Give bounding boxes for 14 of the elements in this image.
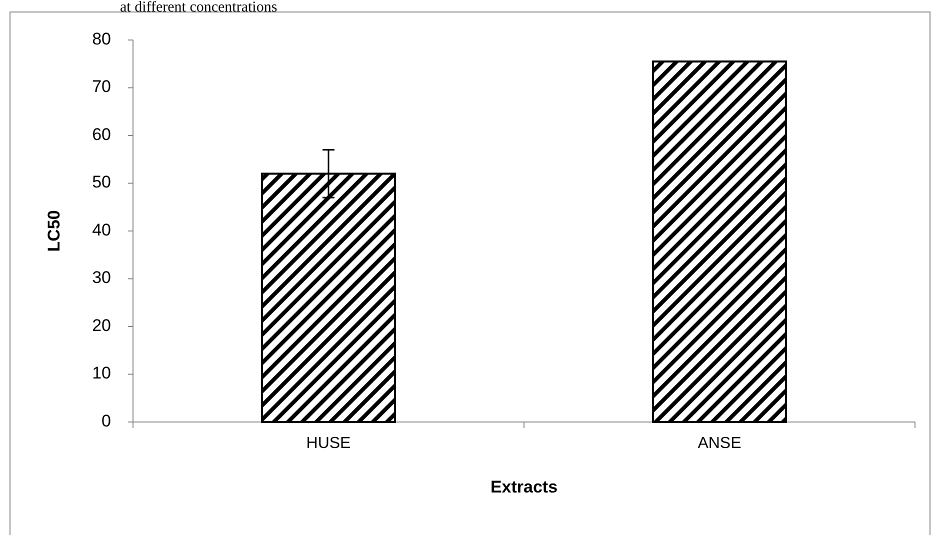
y-tick-label: 80 bbox=[92, 29, 111, 48]
text: at different concentrations bbox=[120, 0, 278, 16]
y-axis-title: LC50 bbox=[44, 210, 64, 252]
y-tick-label: 20 bbox=[92, 316, 111, 335]
x-axis-title: Extracts bbox=[490, 477, 558, 496]
x-tick-label: ANSE bbox=[698, 435, 742, 452]
y-tick-label: 50 bbox=[92, 172, 111, 192]
y-tick-label: 70 bbox=[92, 77, 111, 96]
y-tick-label: 10 bbox=[92, 364, 111, 383]
y-tick-label: 30 bbox=[92, 268, 111, 288]
y-tick-label: 60 bbox=[92, 124, 111, 144]
y-tick-label: 0 bbox=[102, 411, 111, 430]
x-tick-label: HUSE bbox=[306, 435, 351, 452]
y-tick-label: 40 bbox=[92, 220, 111, 240]
